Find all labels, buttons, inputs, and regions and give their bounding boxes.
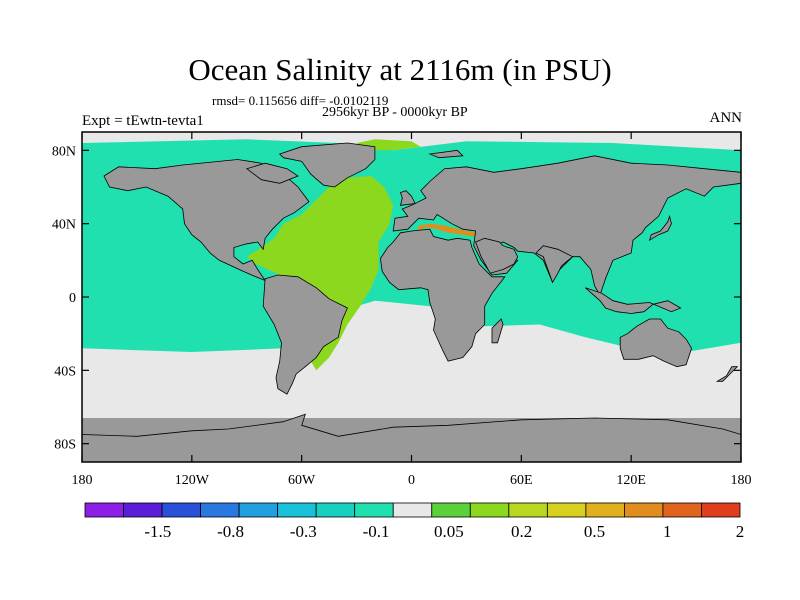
land-svalbard — [428, 149, 464, 159]
colorbar-box — [431, 502, 471, 518]
colorbar-box — [508, 502, 548, 518]
colorbar-box — [546, 502, 587, 518]
land-indonesia — [585, 287, 682, 314]
colorbar-label: 0.2 — [511, 522, 532, 541]
colorbar-box — [84, 502, 124, 518]
colorbar-label: 0.05 — [434, 522, 464, 541]
lon-tick-label: 180 — [72, 473, 93, 488]
colorbar-label: 1 — [663, 522, 672, 541]
arctic-region — [82, 132, 741, 151]
colorbar-box — [238, 502, 279, 518]
land-uk — [399, 190, 416, 206]
lat-tick-label: 40N — [52, 218, 76, 233]
lon-tick-label: 120E — [616, 473, 646, 488]
colorbar-label: -0.1 — [363, 522, 390, 541]
atlantic-region — [246, 176, 394, 371]
land-antarctica — [82, 413, 741, 462]
land-europe-asia — [392, 155, 741, 297]
colorbar-box — [277, 502, 317, 518]
season-label: ANN — [709, 110, 743, 126]
lon-tick-label: 180 — [731, 473, 752, 488]
land-south-america — [262, 274, 348, 395]
land-india — [535, 245, 574, 284]
lat-tick-label: 40S — [54, 364, 76, 379]
colorbar-label: 2 — [736, 522, 745, 541]
lat-tick-label: 80N — [52, 144, 76, 159]
mediterranean-region — [417, 223, 478, 237]
colorbar-box — [200, 502, 240, 518]
colorbar-box — [123, 502, 163, 518]
lon-tick-label: 0 — [408, 473, 415, 488]
land-arabia — [475, 237, 519, 274]
colorbar-box — [701, 502, 741, 518]
colorbar-box — [392, 502, 433, 518]
colorbar-box — [354, 502, 394, 518]
colorbar-box — [469, 502, 510, 518]
map-title: Ocean Salinity at 2116m (in PSU) — [188, 52, 612, 87]
land-japan — [648, 214, 672, 242]
colorbar-box — [585, 502, 625, 518]
colorbar-box — [161, 502, 201, 518]
stats-label: rmsd= 0.115656 diff= -0.0102119 — [212, 93, 389, 108]
colorbar-label: -0.8 — [217, 522, 244, 541]
colorbar-box — [662, 502, 702, 518]
lon-tick-label: 120W — [175, 473, 210, 488]
experiment-label: Expt = tEwtn-tevta1 — [82, 113, 204, 129]
colorbar-label: -1.5 — [144, 522, 171, 541]
lon-tick-label: 60E — [510, 473, 533, 488]
land-australia — [619, 318, 693, 368]
land-greenland — [278, 142, 376, 188]
colorbar-label: 0.5 — [584, 522, 605, 541]
land-madagascar — [491, 318, 504, 344]
lon-tick-label: 60W — [288, 473, 316, 488]
land-baffin — [245, 162, 299, 184]
lat-tick-label: 80S — [54, 438, 76, 453]
lat-tick-label: 0 — [69, 291, 76, 306]
period-label: 2956kyr BP - 0000kyr BP — [322, 105, 468, 120]
colorbar-box — [624, 502, 664, 518]
land-africa — [379, 228, 506, 362]
colorbar-box — [315, 502, 356, 518]
colorbar-label: -0.3 — [290, 522, 317, 541]
land-new-zealand — [715, 366, 739, 382]
southern-ocean-region — [82, 300, 741, 426]
